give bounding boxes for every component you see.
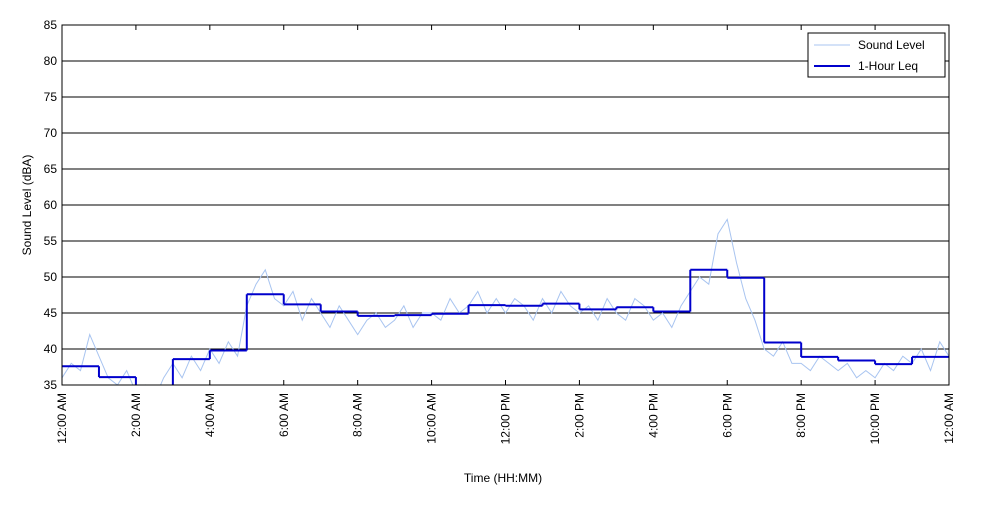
x-axis-label: Time (HH:MM) <box>464 471 542 485</box>
y-tick-label: 35 <box>44 378 58 392</box>
x-tick-label: 12:00 AM <box>55 393 69 444</box>
y-tick-label: 80 <box>44 54 58 68</box>
plot-lines <box>62 218 949 385</box>
x-tick-label: 12:00 AM <box>942 393 956 444</box>
x-tick-label: 4:00 PM <box>646 393 660 438</box>
sound-level-line <box>62 218 949 385</box>
y-tick-label: 75 <box>44 90 58 104</box>
x-tick-label: 10:00 PM <box>868 393 882 444</box>
plot-frame <box>61 24 950 386</box>
legend-label: 1-Hour Leq <box>858 59 918 73</box>
y-tick-label: 55 <box>44 234 58 248</box>
y-tick-label: 65 <box>44 162 58 176</box>
x-tick-label: 2:00 AM <box>129 393 143 437</box>
y-tick-label: 50 <box>44 270 58 284</box>
x-tick-label: 8:00 PM <box>794 393 808 438</box>
y-tick-label: 40 <box>44 342 58 356</box>
x-tick-label: 8:00 AM <box>351 393 365 437</box>
y-tick-label: 70 <box>44 126 58 140</box>
legend-label: Sound Level <box>858 38 925 52</box>
y-tick-label: 45 <box>44 306 58 320</box>
y-tick-label: 85 <box>44 18 58 32</box>
x-tick-label: 12:00 PM <box>499 393 513 444</box>
x-tick-label: 10:00 AM <box>425 393 439 444</box>
x-tick-label: 4:00 AM <box>203 393 217 437</box>
x-tick-label: 6:00 AM <box>277 393 291 437</box>
legend-box <box>807 32 946 78</box>
y-tick-label: 60 <box>44 198 58 212</box>
x-tick-label: 2:00 PM <box>572 393 586 438</box>
x-tick-label: 6:00 PM <box>720 393 734 438</box>
y-axis-label: Sound Level (dBA) <box>20 155 34 256</box>
